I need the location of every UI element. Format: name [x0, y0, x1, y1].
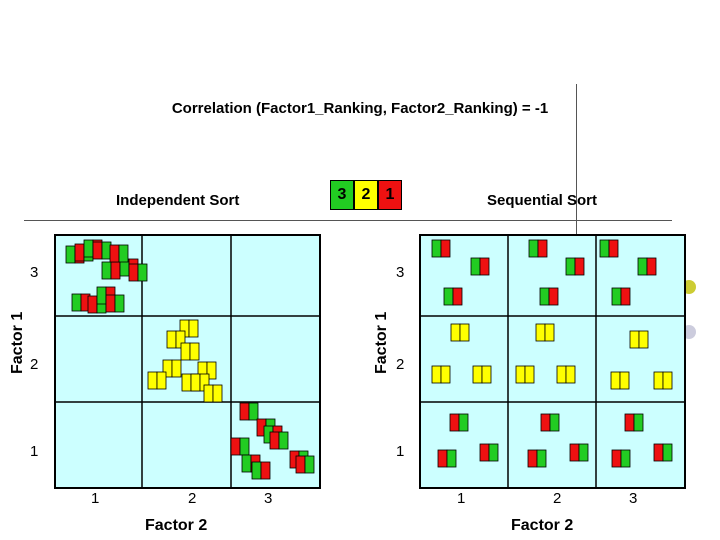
left-bottom-marker	[269, 431, 289, 450]
right-y-tick-2: 2	[396, 356, 405, 373]
left-bottom-marker	[295, 455, 315, 474]
left-y-tick-2: 2	[30, 356, 39, 373]
right-top-marker	[470, 257, 490, 276]
right-x-tick-2: 2	[553, 490, 562, 507]
right-middle-marker	[472, 365, 492, 384]
right-y-tick-3: 3	[396, 264, 405, 281]
right-bottom-marker	[479, 443, 499, 462]
left-x-tick-2: 2	[188, 490, 197, 507]
right-bottom-marker	[653, 443, 673, 462]
right-bottom-marker	[527, 449, 547, 468]
left-bottom-marker	[239, 402, 259, 421]
right-bottom-marker	[569, 443, 589, 462]
legend-item-3: 3	[330, 180, 354, 210]
right-middle-marker	[629, 330, 649, 349]
chart-title: Correlation (Factor1_Ranking, Factor2_Ra…	[171, 100, 549, 117]
legend-label-3: 3	[337, 186, 347, 203]
right-middle-marker	[535, 323, 555, 342]
right-bottom-marker	[624, 413, 644, 432]
legend-item-1: 1	[378, 180, 402, 210]
right-x-tick-3: 3	[629, 490, 638, 507]
right-top-marker	[539, 287, 559, 306]
right-top-marker	[599, 239, 619, 258]
right-bottom-marker	[437, 449, 457, 468]
left-y-tick-1: 1	[30, 443, 39, 460]
left-middle-marker	[180, 342, 200, 361]
sequential-sort-heading: Sequential Sort	[487, 192, 598, 209]
left-y-tick-3: 3	[30, 264, 39, 281]
right-top-marker	[528, 239, 548, 258]
left-middle-marker	[147, 371, 167, 390]
horizontal-divider-line	[24, 220, 672, 221]
left-middle-marker	[203, 384, 223, 403]
right-top-marker	[565, 257, 585, 276]
legend-item-2: 2	[354, 180, 378, 210]
vertical-divider-line	[576, 84, 577, 234]
right-middle-marker	[653, 371, 673, 390]
independent-sort-heading: Independent Sort	[116, 192, 240, 209]
right-middle-marker	[431, 365, 451, 384]
right-middle-marker	[556, 365, 576, 384]
left-middle-marker	[166, 330, 186, 349]
left-bottom-marker	[251, 461, 271, 480]
right-top-marker	[611, 287, 631, 306]
left-x-tick-3: 3	[264, 490, 273, 507]
right-y-tick-1: 1	[396, 443, 405, 460]
right-x-axis-label: Factor 2	[511, 517, 574, 534]
right-bottom-marker	[540, 413, 560, 432]
left-middle-marker	[162, 359, 182, 378]
left-x-axis-label: Factor 2	[145, 517, 208, 534]
legend-label-1: 1	[385, 186, 395, 203]
left-x-tick-1: 1	[91, 490, 100, 507]
left-top-marker	[109, 244, 129, 263]
left-top-marker	[105, 294, 125, 313]
left-marks	[65, 239, 315, 480]
right-panel-background	[419, 234, 686, 489]
legend-label-2: 2	[361, 186, 371, 203]
right-top-marker	[443, 287, 463, 306]
right-middle-marker	[450, 323, 470, 342]
right-middle-marker	[610, 371, 630, 390]
right-top-marker	[431, 239, 451, 258]
right-x-tick-1: 1	[457, 490, 466, 507]
right-bottom-marker	[611, 449, 631, 468]
left-top-marker	[128, 263, 148, 282]
right-marks	[431, 239, 673, 468]
right-middle-marker	[515, 365, 535, 384]
right-top-marker	[637, 257, 657, 276]
right-bottom-marker	[449, 413, 469, 432]
